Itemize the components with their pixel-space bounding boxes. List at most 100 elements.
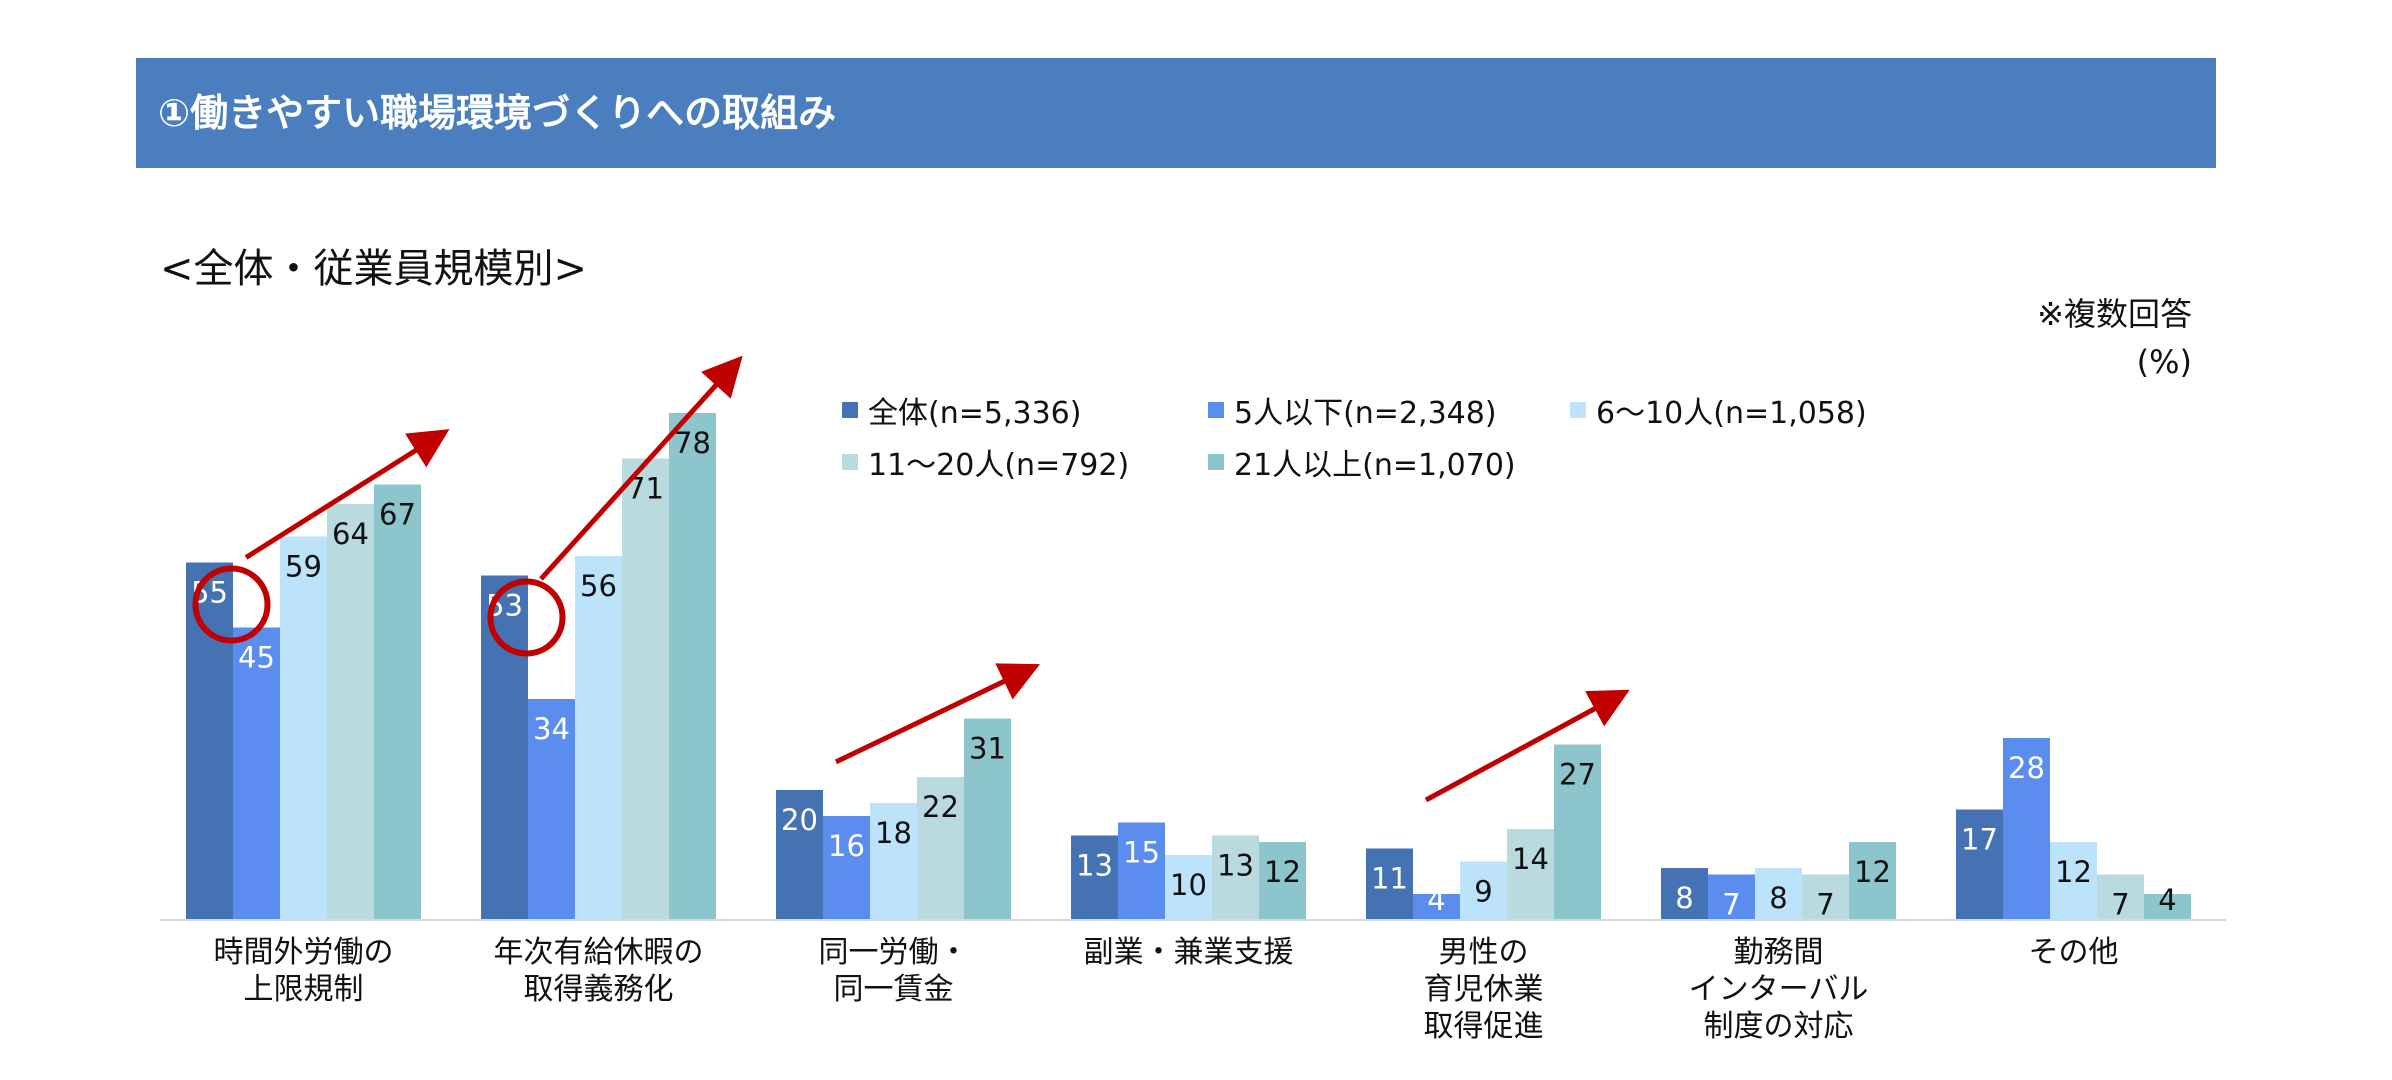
bar xyxy=(1212,835,1259,920)
data-label: 13 xyxy=(1217,849,1254,883)
legend-item: 全体(n=5,336) xyxy=(842,392,1081,431)
bar xyxy=(1849,842,1896,920)
legend-label: 5人以下(n=2,348) xyxy=(1234,396,1497,431)
bar xyxy=(280,536,327,920)
data-label: 12 xyxy=(1264,855,1301,889)
data-label: 64 xyxy=(332,517,369,551)
bar xyxy=(1118,822,1165,920)
data-label: 18 xyxy=(875,816,912,850)
data-label: 31 xyxy=(969,732,1006,766)
category-label: 同一賃金 xyxy=(834,972,954,1007)
category-label: インターバル xyxy=(1689,972,1869,1007)
header-banner: ①働きやすい職場環境づくりへの取組み xyxy=(136,58,2216,168)
legend-label: 6～10人(n=1,058) xyxy=(1596,396,1867,431)
bar xyxy=(233,627,280,920)
category-label: 制度の対応 xyxy=(1704,1009,1854,1044)
bar xyxy=(2003,738,2050,920)
bar xyxy=(1165,855,1212,920)
bar xyxy=(776,790,823,920)
unit-note: (%) xyxy=(2136,343,2192,381)
trend-arrow xyxy=(1424,689,1630,803)
legend-swatch xyxy=(1208,402,1224,418)
bar xyxy=(1802,874,1849,920)
bar xyxy=(1413,894,1460,920)
data-label: 28 xyxy=(2008,751,2045,785)
data-label: 56 xyxy=(580,569,617,603)
highlight-circle xyxy=(192,565,271,644)
legend-swatch xyxy=(1208,454,1224,470)
category-label: 勤務間 xyxy=(1734,935,1824,970)
data-label: 78 xyxy=(674,426,711,460)
bar xyxy=(1554,744,1601,920)
bar xyxy=(622,458,669,920)
category-label: 副業・兼業支援 xyxy=(1084,935,1294,970)
category-label: 取得義務化 xyxy=(524,972,674,1007)
data-label: 16 xyxy=(828,829,865,863)
bar xyxy=(1071,835,1118,920)
data-label: 9 xyxy=(1474,875,1492,909)
bar xyxy=(1366,848,1413,920)
category-label: 取得促進 xyxy=(1424,1009,1544,1044)
category-label: 時間外労働の xyxy=(214,935,394,970)
data-label: 8 xyxy=(1675,881,1693,915)
bar xyxy=(964,718,1011,920)
category-label: 同一労働・ xyxy=(819,935,969,970)
data-label: 12 xyxy=(1854,855,1891,889)
data-label: 7 xyxy=(1816,888,1834,922)
bar xyxy=(870,803,917,920)
category-label: 上限規制 xyxy=(244,972,364,1007)
bar xyxy=(575,556,622,920)
legend-item: 11～20人(n=792) xyxy=(842,444,1129,483)
bar xyxy=(1708,874,1755,920)
bar xyxy=(327,504,374,920)
legend-label: 21人以上(n=1,070) xyxy=(1234,448,1516,483)
data-label: 67 xyxy=(379,498,416,532)
bar xyxy=(1661,868,1708,920)
data-label: 27 xyxy=(1559,758,1596,792)
data-label: 59 xyxy=(285,550,322,584)
bar xyxy=(2097,874,2144,920)
category-label: その他 xyxy=(2029,935,2119,970)
data-label: 12 xyxy=(2055,855,2092,889)
data-label: 4 xyxy=(1427,883,1445,917)
bar xyxy=(374,484,421,920)
legend-swatch xyxy=(1570,402,1586,418)
data-label: 10 xyxy=(1170,868,1207,902)
legend-swatch xyxy=(842,454,858,470)
legend-item: 5人以下(n=2,348) xyxy=(1208,392,1497,431)
bar xyxy=(1460,861,1507,920)
bar xyxy=(669,413,716,920)
data-label: 14 xyxy=(1512,842,1549,876)
legend-item: 21人以上(n=1,070) xyxy=(1208,444,1516,483)
bar xyxy=(1259,842,1306,920)
data-label: 17 xyxy=(1961,823,1998,857)
bar xyxy=(1956,809,2003,920)
legend-item: 6～10人(n=1,058) xyxy=(1570,392,1867,431)
category-label: 年次有給休暇の xyxy=(494,935,704,970)
category-label: 男性の xyxy=(1439,935,1529,970)
data-label: 8 xyxy=(1769,881,1787,915)
highlight-circle xyxy=(487,578,566,657)
bar xyxy=(1507,829,1554,920)
data-label: 34 xyxy=(533,712,570,746)
legend-swatch xyxy=(842,402,858,418)
category-label: 育児休業 xyxy=(1424,972,1544,1007)
bar xyxy=(823,816,870,920)
data-label: 22 xyxy=(922,790,959,824)
data-label: 45 xyxy=(238,641,275,675)
bar xyxy=(528,699,575,920)
trend-arrow xyxy=(834,663,1041,765)
bar xyxy=(2050,842,2097,920)
bar xyxy=(481,575,528,920)
page-title: ①働きやすい職場環境づくりへの取組み xyxy=(158,91,837,135)
data-label: 20 xyxy=(781,803,818,837)
data-label: 7 xyxy=(1722,888,1740,922)
data-label: 11 xyxy=(1371,862,1408,896)
bar xyxy=(2144,894,2191,920)
legend-label: 全体(n=5,336) xyxy=(868,396,1082,431)
bar xyxy=(186,562,233,920)
data-label: 15 xyxy=(1123,836,1160,870)
bar xyxy=(1755,868,1802,920)
multiple-answer-note: ※複数回答 xyxy=(2037,295,2192,333)
